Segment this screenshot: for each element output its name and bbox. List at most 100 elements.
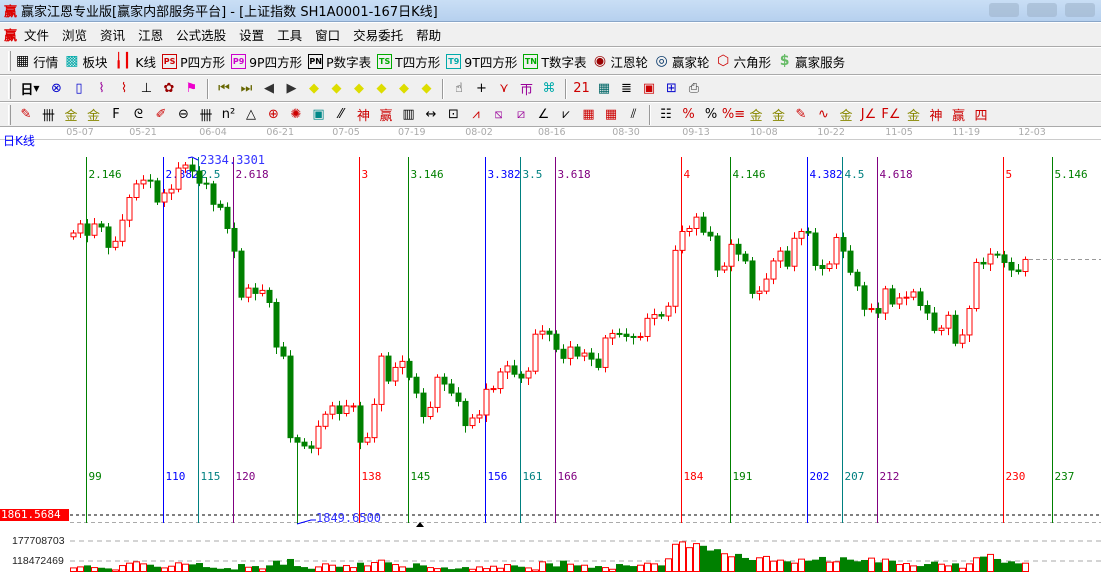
- crosshair-icon[interactable]: +: [476, 81, 487, 96]
- menu-item[interactable]: 设置: [239, 28, 265, 43]
- menu-item[interactable]: 工具: [277, 28, 303, 43]
- web-icon[interactable]: ✺: [290, 107, 302, 122]
- parallel-icon[interactable]: 卌: [41, 109, 55, 124]
- toolbar-button-winner-wheel[interactable]: ◎ 赢家轮: [654, 52, 709, 71]
- percent-icon[interactable]: %: [704, 107, 718, 122]
- pen-icon[interactable]: ✎: [20, 107, 32, 122]
- toolbar-button-sector-blocks[interactable]: ▩ 板块: [64, 52, 107, 71]
- menu-item[interactable]: 浏览: [62, 28, 88, 43]
- period-dropdown[interactable]: 日 ▼: [15, 78, 45, 100]
- shrink-all-icon[interactable]: ◆: [421, 81, 432, 96]
- pct-lines-icon[interactable]: %≡: [721, 107, 746, 122]
- menu-item[interactable]: 资讯: [100, 28, 126, 43]
- toolbar-button-ts[interactable]: TS T四方形: [377, 52, 440, 71]
- lines-icon[interactable]: 卌: [199, 109, 213, 124]
- flag-icon[interactable]: ⚑: [185, 81, 198, 96]
- menu-item[interactable]: 窗口: [315, 28, 341, 43]
- target-icon[interactable]: ⊕: [268, 107, 279, 122]
- table-icon[interactable]: ☷: [660, 107, 672, 122]
- ying-icon[interactable]: 赢: [379, 109, 393, 124]
- next-icon[interactable]: ▶: [286, 81, 297, 96]
- toolbar-button-dollar[interactable]: $ 赢家服务: [777, 52, 845, 71]
- zigzag-icon[interactable]: ⩗: [562, 107, 570, 122]
- calendar-icon[interactable]: 21: [573, 81, 590, 96]
- toolbar-button-t9[interactable]: T9 9T四方形: [446, 52, 517, 71]
- ying-fan-icon[interactable]: 赢: [951, 109, 965, 124]
- report-icon[interactable]: ≣: [621, 81, 632, 96]
- gold-split-icon[interactable]: 金: [64, 109, 78, 124]
- candle-type-icon[interactable]: ⊥: [140, 81, 153, 96]
- move-right-icon[interactable]: ◆: [331, 81, 342, 96]
- fan-lines-icon[interactable]: ∠: [537, 107, 550, 122]
- box-icon[interactable]: ⊡: [448, 107, 459, 122]
- brush-icon[interactable]: ✐: [155, 107, 167, 122]
- toolbar-grip[interactable]: [8, 51, 11, 71]
- measure-icon[interactable]: ↔: [425, 107, 437, 122]
- sine-icon[interactable]: ∿: [818, 107, 829, 122]
- shen-icon[interactable]: 神: [356, 109, 370, 124]
- close-button[interactable]: [1065, 3, 1095, 17]
- pattern-icon[interactable]: 帀: [519, 83, 533, 98]
- grid2-icon[interactable]: ▦: [604, 107, 618, 122]
- menu-item[interactable]: 江恩: [138, 28, 164, 43]
- toolbar-button-p9[interactable]: P9 9P四方形: [231, 52, 302, 71]
- j-fan-icon[interactable]: J∠: [860, 107, 877, 122]
- indicator-3-icon[interactable]: ⌇: [98, 81, 105, 96]
- toolbar-button-pn[interactable]: PN P数字表: [308, 52, 371, 71]
- toolbar-button-gann-wheel[interactable]: ◉ 江恩轮: [593, 52, 648, 71]
- last-icon[interactable]: ⏭: [240, 81, 253, 96]
- menu-item[interactable]: 交易委托: [353, 28, 404, 43]
- gann-box-icon[interactable]: ⧅: [494, 107, 503, 122]
- toolbar-grip[interactable]: [8, 78, 11, 99]
- channel-icon[interactable]: ⫽: [630, 107, 637, 122]
- toolbar-grip[interactable]: [8, 104, 11, 125]
- pen-up-icon[interactable]: ✎: [795, 107, 807, 122]
- notes-icon[interactable]: ▯: [75, 81, 83, 96]
- angle-icon[interactable]: ⁄⁄: [338, 107, 344, 122]
- toolbar-button-kline[interactable]: ╽┃ K线: [114, 52, 157, 71]
- toolbar-button-hexagon[interactable]: ⬡ 六角形: [716, 52, 771, 71]
- print-icon[interactable]: ⎙: [688, 81, 700, 96]
- gold-lines-icon[interactable]: 金: [771, 109, 785, 124]
- expand-h-icon[interactable]: ◆: [354, 81, 364, 96]
- calculator-icon[interactable]: ▦: [597, 81, 611, 96]
- fib-icon[interactable]: F: [112, 107, 120, 122]
- minimize-button[interactable]: [989, 3, 1019, 17]
- gold-fan-icon[interactable]: 金: [906, 109, 920, 124]
- shrink-h-icon[interactable]: ◆: [376, 81, 387, 96]
- gold-split2-icon[interactable]: 金: [86, 109, 100, 124]
- menu-item[interactable]: 文件: [24, 28, 50, 43]
- menu-item[interactable]: 公式选股: [176, 28, 227, 43]
- toolbar-button-tn[interactable]: TN T数字表: [523, 52, 587, 71]
- square-target-icon[interactable]: ▣: [312, 107, 325, 122]
- toolbar-button-quote-table[interactable]: ▦ 行情: [15, 52, 58, 71]
- formula-icon[interactable]: ⌘: [542, 81, 556, 96]
- f-fan-icon[interactable]: F∠: [881, 107, 901, 122]
- expand-all-icon[interactable]: ◆: [399, 81, 409, 96]
- maximize-button[interactable]: [1027, 3, 1057, 17]
- triangle-icon[interactable]: △: [246, 107, 256, 122]
- gold-line-icon[interactable]: 金: [839, 109, 853, 124]
- menu-item[interactable]: 帮助: [416, 28, 442, 43]
- link-chart-icon[interactable]: ⊗: [51, 81, 62, 96]
- gann-grid-icon[interactable]: ⧄: [516, 107, 526, 122]
- spiral-icon[interactable]: ᘓ: [133, 107, 144, 122]
- grid-icon[interactable]: ▦: [582, 107, 595, 122]
- prev-icon[interactable]: ◀: [264, 81, 274, 96]
- hand-icon[interactable]: ☝: [455, 81, 463, 96]
- network-icon[interactable]: ⊞: [666, 81, 677, 96]
- n2-icon[interactable]: n²: [221, 107, 236, 122]
- toolbar-button-ps[interactable]: PS P四方形: [162, 52, 225, 71]
- move-left-icon[interactable]: ◆: [309, 81, 319, 96]
- fan-icon[interactable]: ⩘: [472, 107, 480, 122]
- map-icon[interactable]: ✿: [163, 81, 175, 96]
- pct-line-icon[interactable]: %: [682, 107, 695, 122]
- gold-circle-icon[interactable]: 金: [749, 109, 763, 124]
- circle-ruler-icon[interactable]: ⊖: [178, 107, 189, 122]
- ruler-icon[interactable]: ▥: [402, 107, 415, 122]
- draw-line-icon[interactable]: ⋎: [499, 81, 509, 96]
- indicator-9-icon[interactable]: ⌇: [120, 81, 128, 96]
- shen-fan-icon[interactable]: 神: [929, 109, 943, 124]
- app-menu-icon[interactable]: 赢: [4, 29, 18, 44]
